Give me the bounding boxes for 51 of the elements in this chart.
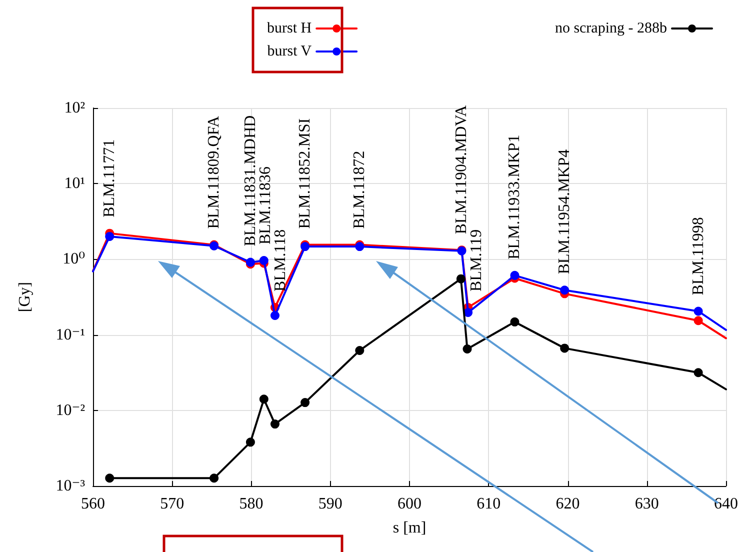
point — [510, 317, 520, 326]
annotation: BLM.11809.QFA — [206, 115, 223, 229]
point — [210, 474, 219, 483]
point — [270, 420, 280, 429]
point — [456, 274, 466, 284]
x-tick-label: 630 — [634, 496, 659, 512]
annotation: BLM.11836 — [256, 166, 274, 245]
x-tick-label: 580 — [239, 496, 264, 512]
y-tick-label: 10² — [64, 100, 86, 116]
x-tick-label: 600 — [398, 496, 422, 512]
x-tick-label: 610 — [476, 496, 501, 512]
y-tick-label: 10⁻² — [56, 402, 86, 419]
annotation: BLM.11954.MKP4 — [556, 149, 574, 274]
point — [560, 344, 570, 353]
y-tick-label: 10⁻³ — [56, 478, 86, 494]
point — [355, 346, 364, 355]
y-tick-label: 10⁰ — [62, 250, 85, 268]
annotation: BLM.11771 — [101, 139, 118, 218]
point — [105, 232, 114, 241]
x-tick-label: 590 — [318, 496, 342, 512]
annotation: BLM.11852.MSI — [296, 118, 314, 229]
x-tick-label: 640 — [714, 496, 738, 512]
point — [560, 286, 570, 295]
x-tick-label: 570 — [160, 496, 184, 512]
point — [246, 438, 255, 447]
annotation: BLM.11831.MDHD — [242, 115, 259, 246]
point — [694, 368, 703, 378]
x-axis-title: s [m] — [392, 520, 426, 536]
annotation: BLM.119 — [468, 229, 486, 292]
x-tick-label: 560 — [81, 496, 105, 512]
y-tick-label: 10¹ — [64, 175, 86, 192]
annotation: BLM.11872 — [351, 150, 368, 229]
point — [270, 311, 280, 320]
annotation: BLM.11998 — [690, 217, 707, 296]
point — [105, 474, 114, 483]
point — [694, 306, 703, 316]
point — [462, 344, 472, 354]
point — [300, 398, 310, 408]
point — [259, 394, 268, 404]
legend-label: burst V — [267, 44, 312, 60]
y-tick-label: 10⁻¹ — [56, 326, 86, 344]
point — [259, 256, 268, 266]
y-axis-title: [Gy] — [16, 282, 34, 312]
legend-label: no scraping - 288b — [554, 20, 667, 36]
point — [694, 316, 703, 326]
annotation: BLM.118 — [272, 229, 289, 292]
annotation: BLM.11904.MDVA — [453, 104, 470, 234]
legend-label: burst H — [266, 20, 312, 36]
annotation: BLM.11933.MKP1 — [506, 134, 524, 260]
x-tick-label: 620 — [556, 496, 580, 512]
point — [510, 270, 520, 280]
